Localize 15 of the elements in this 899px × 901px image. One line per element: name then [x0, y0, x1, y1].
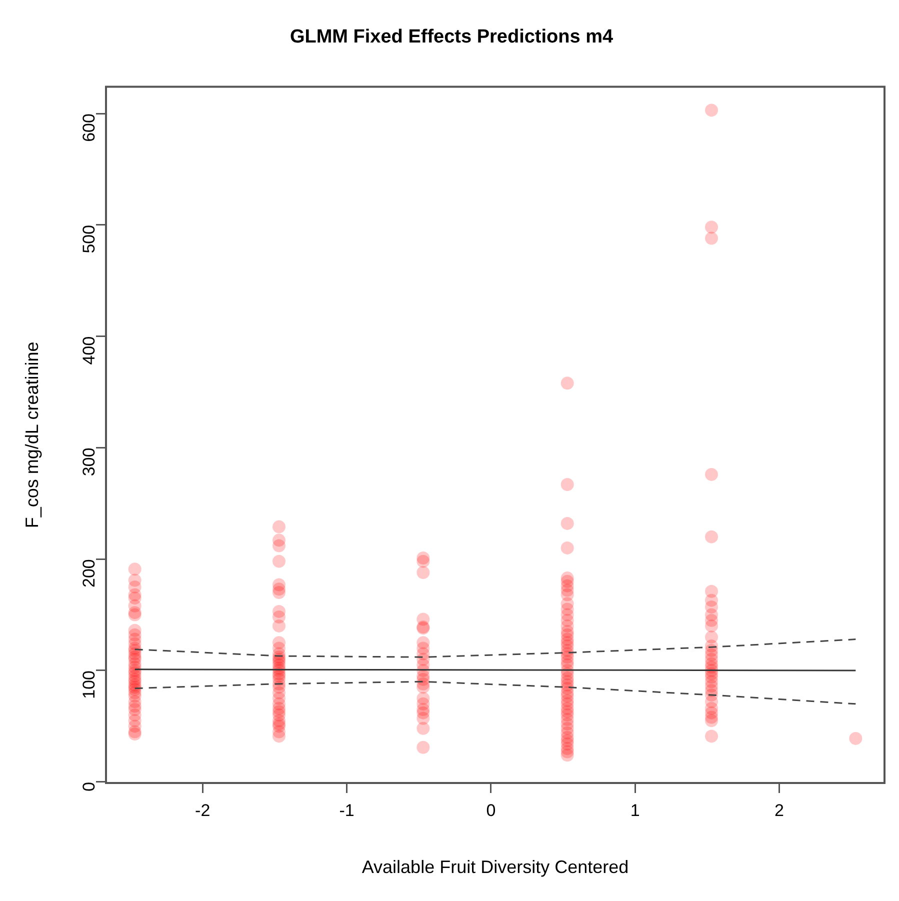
- x-tick-label: 0: [486, 800, 496, 820]
- chart-title: GLMM Fixed Effects Predictions m4: [290, 26, 614, 48]
- x-tick-label: 2: [774, 800, 784, 820]
- y-tick-label: 500: [80, 224, 99, 254]
- x-tick-label: -1: [339, 800, 354, 820]
- y-tick-label: 100: [80, 670, 99, 699]
- y-axis-title: F_cos mg/dL creatinine: [22, 342, 42, 528]
- x-tick-label: 1: [630, 800, 640, 820]
- x-tick-label: -2: [195, 800, 210, 820]
- y-tick-label: 300: [80, 448, 99, 476]
- y-tick-label: 600: [80, 114, 99, 142]
- y-tick-label: 200: [80, 559, 99, 588]
- y-tick-label: 400: [80, 336, 99, 365]
- y-tick-label: 0: [80, 782, 99, 792]
- x-axis-title: Available Fruit Diversity Centered: [362, 857, 629, 878]
